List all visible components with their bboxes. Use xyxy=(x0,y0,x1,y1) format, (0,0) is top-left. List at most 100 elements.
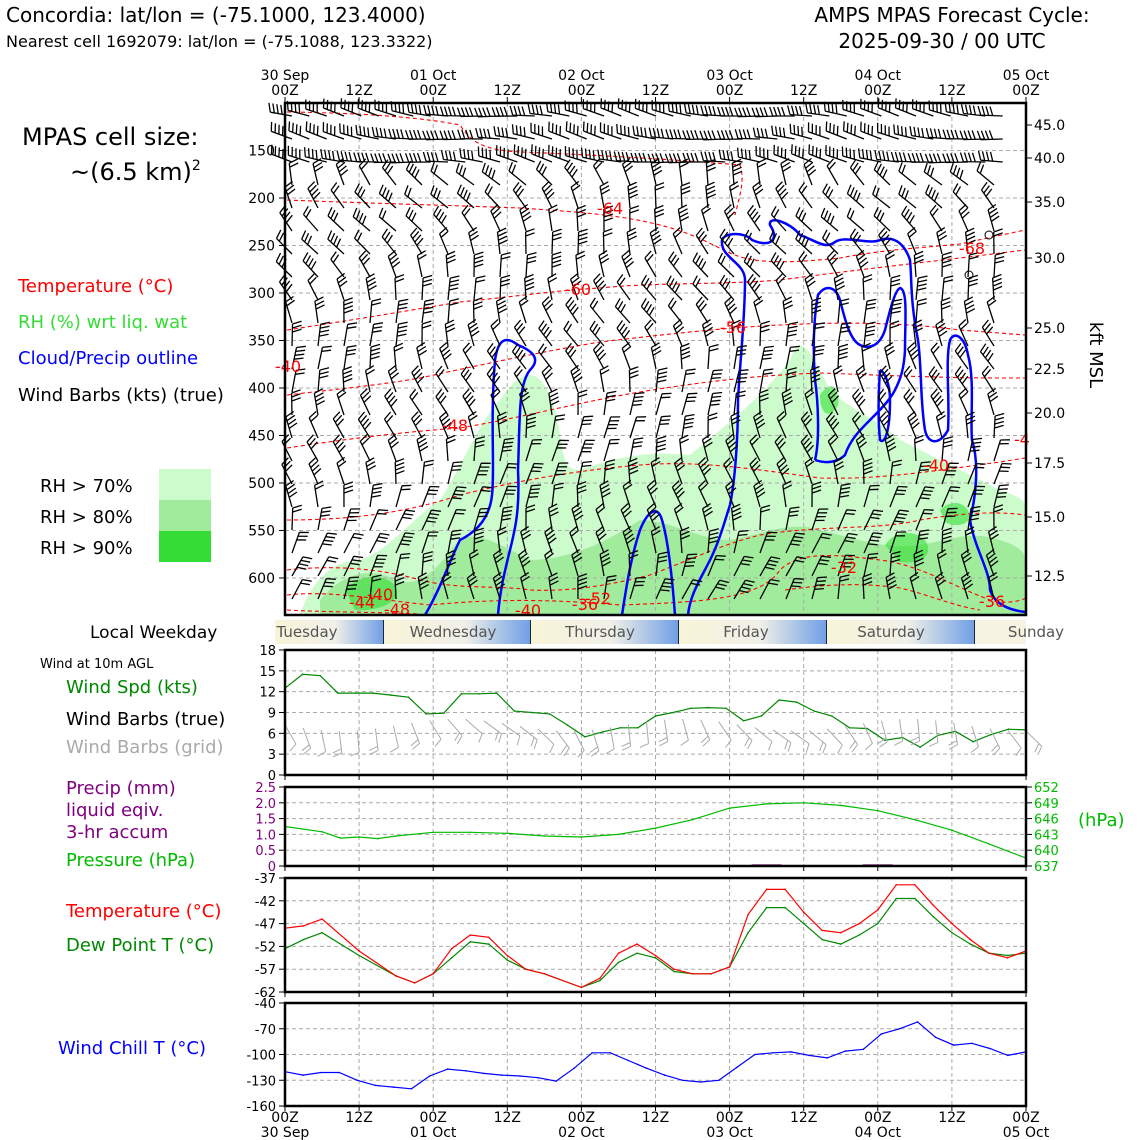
wind-barb xyxy=(291,345,306,370)
wind-barb xyxy=(655,392,672,416)
wind-barb xyxy=(371,126,397,140)
wind-barb xyxy=(655,435,667,462)
wind-barb xyxy=(805,103,830,117)
wind-barb xyxy=(977,150,1003,163)
wind-barb xyxy=(616,320,631,347)
wind-barb xyxy=(958,204,970,232)
temperature-line-point xyxy=(1006,957,1009,959)
wind-barb xyxy=(979,343,995,370)
wind-barb xyxy=(671,480,685,508)
top-hour-label: 12Z xyxy=(345,83,372,99)
wind-chill-line-point xyxy=(952,1044,955,1046)
temperature-line-point xyxy=(821,929,823,932)
wind-barb xyxy=(597,149,622,163)
bottom-hour-label: 00Z xyxy=(1012,1110,1039,1126)
dewpoint-line-point xyxy=(914,897,916,900)
wind-barb xyxy=(884,250,895,278)
wind-barb xyxy=(369,482,383,508)
wind-barb xyxy=(474,107,501,118)
wind-barb xyxy=(421,509,441,531)
wind-barb xyxy=(457,129,483,140)
wind-barb xyxy=(290,389,301,416)
wind-barb xyxy=(616,274,631,301)
wind-barb xyxy=(941,275,954,301)
wind-chill-line-point xyxy=(862,1048,865,1051)
wind-barb xyxy=(719,228,735,255)
top-date-label: 03 Oct xyxy=(706,68,753,84)
wind-barb xyxy=(863,321,876,347)
wind-barb xyxy=(343,344,357,370)
wind-barb xyxy=(873,206,891,232)
wind-barb xyxy=(447,298,460,324)
wind-barb xyxy=(733,579,755,600)
wind-barb xyxy=(684,670,701,694)
wind-barb xyxy=(658,719,669,747)
wind-barb xyxy=(808,144,830,163)
wind-barb xyxy=(512,182,527,209)
wind-barb xyxy=(752,180,764,209)
wind-barb xyxy=(524,228,535,255)
wind-barb xyxy=(473,486,493,508)
wind-barb xyxy=(804,456,815,485)
wind-barb xyxy=(574,666,588,690)
wind-chill-line-point xyxy=(591,1052,593,1054)
wind-barb xyxy=(700,719,711,747)
pressure-tick-label: 640 xyxy=(1034,844,1059,859)
wind-barb xyxy=(903,388,917,416)
wind-barb xyxy=(394,273,405,301)
wind-barb xyxy=(593,273,607,301)
legend-wind-barbs: Wind Barbs (kts) (true) xyxy=(18,385,224,406)
legend-rh90: RH > 90% xyxy=(40,538,133,559)
wind-speed-line-point xyxy=(443,712,445,714)
wind-barb xyxy=(548,204,559,232)
wind-barb xyxy=(655,367,668,393)
wind-barb xyxy=(980,181,995,209)
wind-barb xyxy=(705,181,716,209)
wind-barb xyxy=(592,662,603,688)
wind-barb xyxy=(798,251,813,278)
wind-barb xyxy=(707,343,719,370)
wind-barb xyxy=(913,250,924,278)
wind-barb xyxy=(863,509,884,531)
temperature-line-point xyxy=(469,934,472,936)
wind-barb xyxy=(530,144,553,163)
wind-barb xyxy=(400,660,412,687)
wind-barb xyxy=(605,727,615,755)
wind-barb xyxy=(563,320,579,347)
wind-chill-line-point xyxy=(410,1088,413,1090)
wind-barb xyxy=(655,551,668,577)
y-tick-label: 1.0 xyxy=(255,828,276,843)
wind-barb xyxy=(317,577,336,600)
wind-barb xyxy=(959,130,986,141)
weekday-segment xyxy=(827,620,975,644)
bottom-hour-label: 12Z xyxy=(790,1110,817,1126)
wind-barb xyxy=(268,102,293,117)
wind-barb xyxy=(548,503,559,531)
wind-barb xyxy=(1007,662,1021,687)
temperature-label: -40 xyxy=(923,456,949,475)
wind-barb xyxy=(538,343,553,370)
wind-barb xyxy=(729,181,740,209)
wind-chill-line-point xyxy=(916,1021,919,1023)
wind-speed-line-point xyxy=(619,727,621,729)
wind-speed-line-point xyxy=(460,693,463,695)
wind-barb xyxy=(841,146,865,163)
y-tick-label: 3 xyxy=(268,748,276,763)
bottom-date-label: 05 Oct xyxy=(1003,1125,1050,1140)
wind-barb xyxy=(707,391,723,416)
bottom-date-label: 02 Oct xyxy=(558,1125,605,1140)
wind-barb xyxy=(577,439,595,462)
wind-barb xyxy=(519,725,538,749)
wind-barb xyxy=(499,462,518,485)
wind-barb xyxy=(826,728,843,754)
wind-barb xyxy=(492,571,506,600)
pressure-line-point xyxy=(543,835,546,837)
wind-barb xyxy=(993,412,1005,439)
kft-label: 45.0 xyxy=(1034,118,1065,134)
wind-barb xyxy=(599,181,611,209)
wind-chill-line-point xyxy=(898,1028,901,1030)
wind-barb xyxy=(555,730,570,757)
wind-barb xyxy=(545,102,570,117)
wind-barb xyxy=(862,723,873,751)
wind-barb xyxy=(811,322,826,347)
